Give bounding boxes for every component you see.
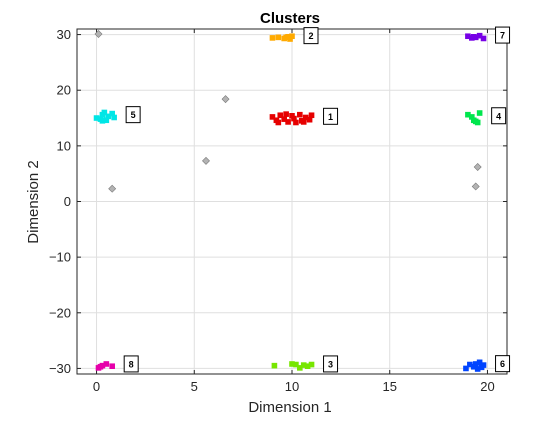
cluster-8-point (103, 361, 110, 367)
cluster-label-box (491, 107, 507, 125)
cluster-5-point (105, 113, 112, 120)
cluster-5-point (103, 117, 110, 124)
x-axis-title: Dimension 1 (248, 399, 331, 416)
cluster-3-point (297, 365, 303, 371)
cluster-6-point (472, 361, 479, 367)
cluster-label: 7 (500, 31, 505, 41)
y-tick-label: −10 (49, 250, 71, 265)
cluster-label-box (495, 355, 511, 373)
cluster-6-point (474, 366, 481, 372)
cluster-4-point (469, 114, 475, 120)
cluster-5-point (111, 114, 117, 121)
outlier-point (471, 182, 480, 191)
cluster-2-point (269, 35, 276, 41)
cluster-label: 2 (308, 31, 313, 41)
cluster-label-box (323, 107, 339, 125)
cluster-1-point (277, 112, 284, 119)
cluster-1-point (297, 111, 303, 118)
cluster-label-box (323, 355, 339, 373)
cluster-label: 3 (328, 359, 333, 369)
y-tick-label: 20 (57, 83, 71, 98)
cluster-points (93, 32, 487, 372)
outlier-point (94, 30, 103, 38)
cluster-1-point (308, 112, 315, 119)
cluster-6-point (478, 364, 485, 371)
cluster-2-point (289, 33, 295, 40)
chart-title: Clusters (260, 10, 320, 27)
cluster-8-point (97, 363, 104, 370)
cluster-1-point (300, 119, 307, 125)
cluster-7-point (465, 33, 471, 40)
cluster-label: 8 (129, 359, 134, 369)
cluster-6-point (476, 359, 483, 366)
cluster-7-point (476, 32, 483, 39)
cluster-2-point (283, 34, 289, 41)
cluster-1-point (293, 119, 299, 126)
cluster-label-box (303, 27, 319, 45)
cluster-3-point (308, 361, 315, 368)
cluster-5-point (109, 110, 115, 117)
y-tick-label: −20 (49, 305, 71, 320)
cluster-label-box (495, 26, 511, 44)
cluster-4-point (465, 111, 471, 118)
cluster-label: 4 (496, 111, 501, 121)
y-axis-title: Dimension 2 (25, 160, 42, 243)
cluster-4-point (476, 110, 483, 116)
y-tick-label: 30 (57, 27, 71, 42)
cluster-1-point (285, 119, 291, 125)
cluster-4-point (472, 118, 479, 125)
cluster-3-point (271, 362, 278, 369)
x-tick-label: 20 (480, 379, 494, 394)
cluster-6-point (467, 361, 473, 368)
cluster-3-point (293, 361, 299, 368)
cluster-1-point (302, 114, 309, 121)
outlier-point (202, 156, 210, 165)
cluster-3-point (300, 362, 307, 368)
cluster-8-point (109, 363, 115, 370)
cluster-1-point (283, 111, 289, 117)
cluster-1-point (269, 114, 276, 120)
cluster-label: 6 (500, 359, 505, 369)
cluster-5-point (93, 115, 100, 121)
x-tick-label: 0 (93, 379, 100, 394)
y-tick-label: 0 (64, 194, 71, 209)
cluster-label: 5 (131, 110, 136, 120)
x-tick-label: 5 (191, 379, 198, 394)
cluster-7-point (480, 35, 487, 42)
cluster-6-point (463, 365, 469, 372)
cluster-1-point (281, 116, 287, 122)
cluster-1-point (306, 116, 313, 123)
cluster-2-point (275, 34, 282, 41)
cluster-1-point (275, 119, 282, 126)
cluster-3-point (304, 363, 311, 370)
y-tick-label: 10 (57, 138, 71, 153)
cluster-label-box (123, 355, 139, 373)
cluster-7-point (470, 33, 477, 40)
cluster-label-box (125, 106, 141, 124)
cluster-labels: 1 2 3 4 5 6 7 8 (123, 26, 511, 373)
outlier-point (473, 163, 482, 171)
y-tick-label: −30 (49, 361, 71, 376)
outlier-points (94, 30, 482, 193)
cluster-5-point (99, 118, 106, 124)
x-tick-label: 10 (285, 379, 299, 394)
x-tick-label: 15 (382, 379, 396, 394)
cluster-1-point (291, 115, 297, 122)
outlier-point (221, 95, 230, 104)
outlier-point (108, 184, 117, 193)
cluster-5-point (101, 109, 108, 116)
cluster-3-point (289, 361, 295, 367)
cluster-label: 1 (328, 112, 333, 122)
